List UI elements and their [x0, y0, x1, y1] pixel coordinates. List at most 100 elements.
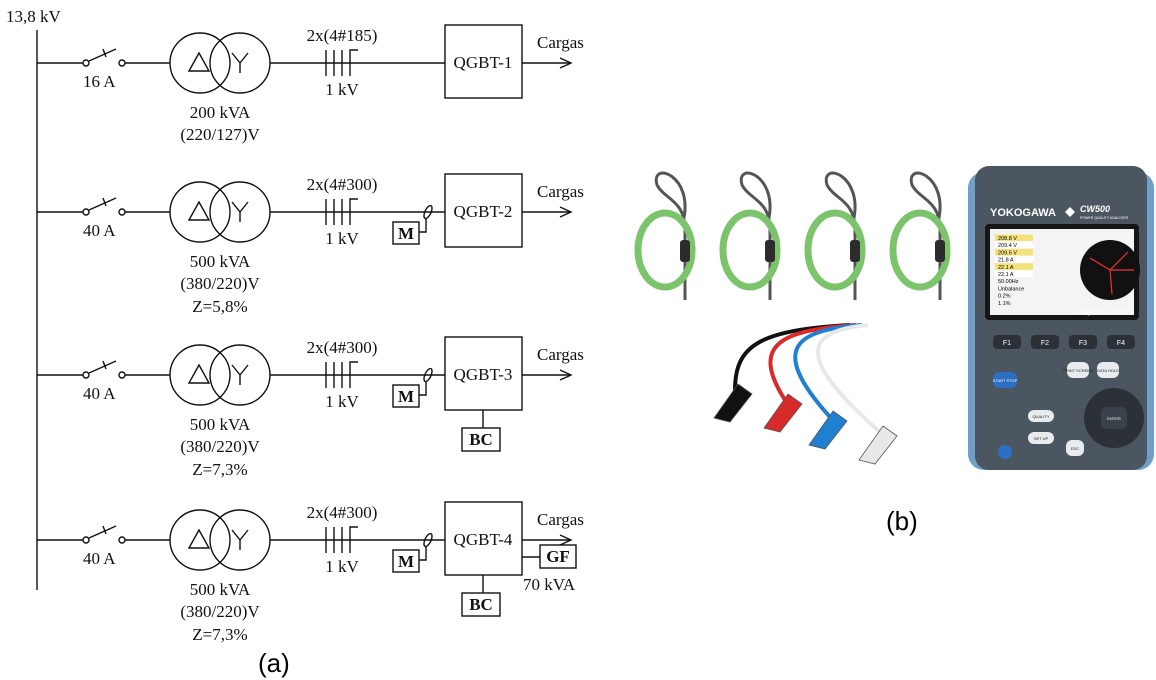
softkey-label: F3	[1079, 340, 1087, 347]
analyzer: YOKOGAWA CW500 POWER QUALITY ANALYZER 208.8…	[968, 166, 1154, 470]
meter-lead	[419, 218, 426, 232]
load-label: Cargas	[537, 345, 584, 364]
bus-label: 13,8 kV	[6, 7, 62, 26]
transformer-rating: 500 kVA	[190, 415, 251, 434]
softkey-label: F1	[1003, 340, 1011, 347]
wye-symbol	[232, 53, 248, 73]
generator-label: GF	[546, 547, 570, 566]
screen-reading: 50.00Hz	[998, 279, 1019, 285]
delta-symbol	[189, 202, 209, 220]
meter-lead	[419, 546, 426, 560]
breaker-contact	[83, 209, 89, 215]
button-label: ESC	[1071, 446, 1079, 451]
subtitle: POWER QUALITY ANALYZER	[1080, 216, 1129, 220]
voltage-ratio: (380/220)V	[180, 602, 260, 621]
screen-tab: Diagram	[1078, 310, 1101, 316]
voltage-ratio: (220/127)V	[180, 125, 260, 144]
cable-spec: 2x(4#185)	[307, 26, 378, 45]
single-line-diagram: 13,8 kV 16 A 200 kVA (220/127)V 2x(4#185) 1 …	[6, 7, 584, 644]
delta-symbol	[189, 53, 209, 71]
transformer-winding	[170, 510, 230, 570]
cable-voltage: 1 kV	[325, 392, 359, 411]
wye-symbol	[232, 202, 248, 222]
panel-label: QGBT-1	[454, 53, 513, 72]
panel-label: QGBT-4	[454, 530, 513, 549]
transformer-winding	[170, 345, 230, 405]
screen-reading: Unbalance	[998, 286, 1024, 292]
probe-box	[680, 240, 690, 262]
screen-reading: 209.4 V	[998, 243, 1017, 249]
breaker-blade	[89, 49, 116, 61]
panel-label: QGBT-2	[454, 202, 513, 221]
breaker-rating: 40 A	[83, 549, 116, 568]
breaker-blade	[89, 198, 116, 210]
impedance: Z=5,8%	[192, 297, 247, 316]
screen-tab: Check	[1110, 310, 1128, 316]
breaker-contact	[119, 372, 125, 378]
model: CW500	[1080, 204, 1110, 214]
wye-symbol	[232, 365, 248, 385]
breaker-contact	[119, 537, 125, 543]
softkey-label: F2	[1041, 340, 1049, 347]
screen-reading: 21.8 A	[998, 258, 1014, 264]
screen-reading: 208.8 V	[998, 236, 1017, 242]
cable-spec: 2x(4#300)	[307, 175, 378, 194]
screen-reading: 209.5 V	[998, 250, 1017, 256]
breaker-blade	[89, 361, 116, 373]
probe-box	[765, 240, 775, 262]
cable-voltage: 1 kV	[325, 557, 359, 576]
cable-voltage: 1 kV	[325, 229, 359, 248]
cable-voltage: 1 kV	[325, 80, 359, 99]
load-label: Cargas	[537, 33, 584, 52]
screen-reading: 0.2%	[998, 294, 1011, 300]
button-label: PRINT SCREEN	[1063, 368, 1093, 373]
cable-spec: 2x(4#300)	[307, 338, 378, 357]
transformer-rating: 500 kVA	[190, 252, 251, 271]
analyzer-photo: YOKOGAWA CW500 POWER QUALITY ANALYZER 208.8…	[638, 166, 1154, 470]
voltage-ratio: (380/220)V	[180, 437, 260, 456]
figure: 13,8 kV 16 A 200 kVA (220/127)V 2x(4#185) 1 …	[0, 0, 1156, 680]
breaker-rating: 16 A	[83, 72, 116, 91]
transformer-rating: 500 kVA	[190, 580, 251, 599]
button-label: SET UP	[1034, 436, 1049, 441]
breaker-blade	[89, 526, 116, 538]
brand: YOKOGAWA	[990, 207, 1056, 219]
button-label: DATA HOLD	[1097, 368, 1119, 373]
button-label: START STOP	[993, 378, 1018, 383]
impedance: Z=7,3%	[192, 625, 247, 644]
cable-spec: 2x(4#300)	[307, 503, 378, 522]
transformer-winding	[170, 182, 230, 242]
meter-label: M	[398, 224, 414, 243]
alligator-clip	[714, 384, 752, 422]
button-label: ENTER	[1107, 416, 1121, 421]
load-label: Cargas	[537, 182, 584, 201]
breaker-rating: 40 A	[83, 384, 116, 403]
caption-a: (a)	[258, 648, 290, 678]
breaker-contact	[83, 372, 89, 378]
breaker-contact	[83, 60, 89, 66]
meter-label: M	[398, 552, 414, 571]
capacitor-label: BC	[469, 595, 493, 614]
impedance: Z=7,3%	[192, 460, 247, 479]
softkey-label: F4	[1117, 340, 1125, 347]
transformer-winding	[170, 33, 230, 93]
delta-symbol	[189, 530, 209, 548]
delta-symbol	[189, 365, 209, 383]
breaker-contact	[119, 209, 125, 215]
breaker-contact	[119, 60, 125, 66]
screen-reading: 22.1 A	[998, 272, 1014, 278]
wye-symbol	[232, 530, 248, 550]
transformer-rating: 200 kVA	[190, 103, 251, 122]
screen-reading: 22.1 A	[998, 265, 1014, 271]
load-label: Cargas	[537, 510, 584, 529]
panel-label: QGBT-3	[454, 365, 513, 384]
generator-rating: 70 kVA	[523, 575, 576, 594]
breaker-rating: 40 A	[83, 221, 116, 240]
button-label: QUALITY	[1032, 414, 1049, 419]
probe-box	[935, 240, 945, 262]
screen-reading: 1.1%	[998, 301, 1011, 307]
probe-box	[850, 240, 860, 262]
capacitor-label: BC	[469, 430, 493, 449]
power-button	[998, 445, 1012, 459]
voltage-ratio: (380/220)V	[180, 274, 260, 293]
